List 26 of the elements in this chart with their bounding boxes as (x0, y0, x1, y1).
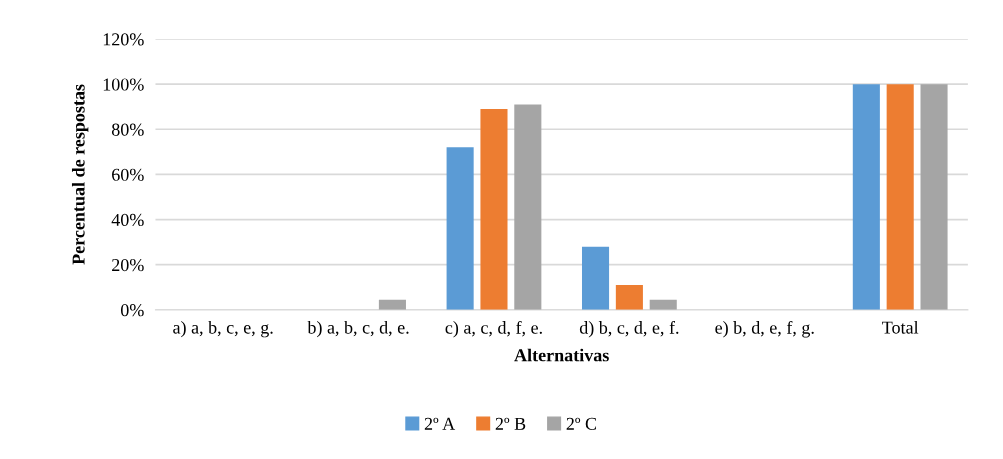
y-tick-label: 100% (103, 78, 144, 91)
x-axis-title: Alternativas (514, 348, 609, 362)
y-axis-title: Percentual de respostas (71, 84, 89, 265)
bar (480, 108, 508, 310)
y-tick-label: 40% (111, 213, 144, 227)
y-tick-label: 120% (103, 33, 144, 46)
y-tick-label: 80% (111, 123, 144, 136)
y-tick-label: 20% (112, 258, 144, 272)
bar (886, 84, 914, 310)
x-tick-label: b) a, b, c, d, e. (307, 320, 409, 338)
bar (852, 84, 880, 310)
x-tick-label: a) a, b, c, e, g. (173, 320, 273, 338)
legend-label: 2º A (424, 417, 456, 430)
bar (446, 147, 474, 310)
bar (615, 285, 643, 310)
y-tick-label: 0% (120, 304, 144, 317)
x-tick-label: Total (882, 320, 919, 334)
legend-label: 2º B (495, 417, 526, 430)
bar (920, 84, 948, 310)
y-tick-label: 60% (112, 168, 144, 181)
bar (581, 246, 610, 310)
legend-label: 2º C (566, 417, 597, 430)
bar (514, 104, 542, 310)
x-tick-label: e) b, d, e, f, g. (715, 320, 814, 338)
x-tick-label: d) b, c, d, e, f. (579, 320, 679, 338)
x-tick-label: c) a, c, d, f, e. (445, 320, 542, 338)
